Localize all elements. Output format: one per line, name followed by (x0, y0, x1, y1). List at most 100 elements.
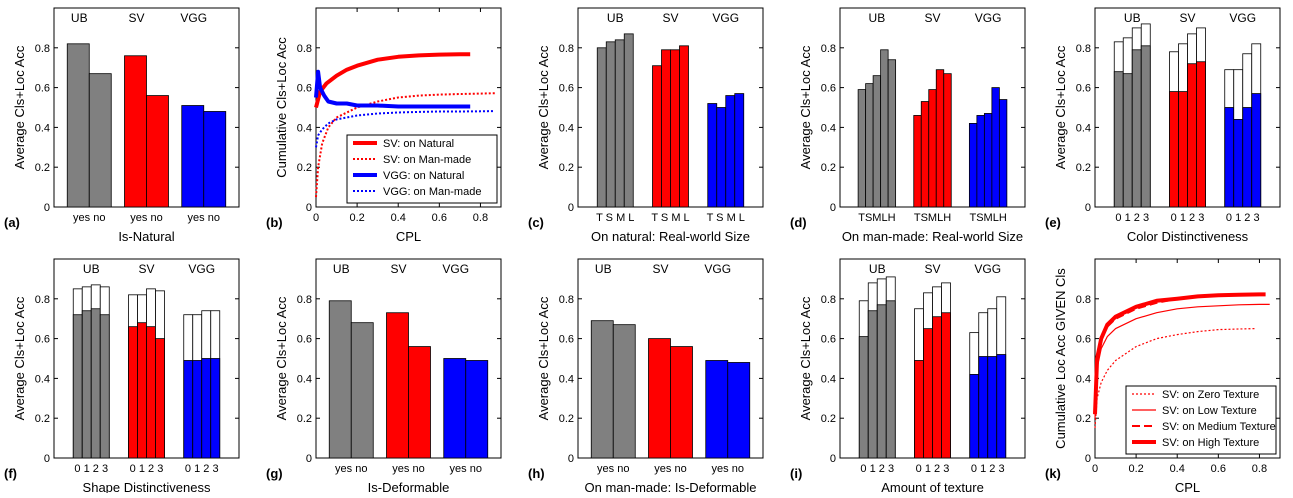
x-category-label: 0 1 2 3 (971, 463, 1005, 475)
bar (72, 314, 83, 459)
x-category-label: yes no (130, 212, 162, 224)
bar (932, 316, 942, 459)
y-tick-label: 0.2 (35, 162, 50, 174)
panel-label: (f) (4, 466, 17, 481)
y-tick-label: 0.4 (559, 373, 574, 385)
y-tick-label: 0 (830, 202, 836, 214)
y-tick-label: 0.2 (821, 162, 836, 174)
y-axis-label: Cumulative Cls+Loc Acc (274, 37, 289, 178)
bar (727, 362, 751, 459)
y-tick-label: 0.6 (297, 83, 312, 95)
x-tick-label: 0.6 (432, 212, 447, 224)
bar (969, 374, 980, 459)
group-name-label: VGG (712, 11, 739, 25)
bar (201, 358, 212, 459)
y-tick-label: 0.8 (297, 43, 312, 55)
bar (705, 360, 729, 459)
x-axis-label: Is-Deformable (368, 480, 450, 493)
bar (876, 304, 887, 459)
y-tick-label: 0 (568, 453, 574, 465)
x-axis-label: Color Distinctiveness (1127, 229, 1249, 244)
x-category-label: 0 1 2 3 (74, 463, 108, 475)
y-tick-label: 0.6 (1076, 83, 1091, 95)
x-tick-label: 0.4 (391, 212, 406, 224)
bar (928, 89, 937, 208)
x-category-label: TSMLH (969, 212, 1006, 224)
bar (865, 83, 874, 208)
bar (1140, 45, 1151, 208)
group-name-label: SV (924, 11, 940, 25)
bar (996, 354, 1007, 459)
bar (914, 360, 924, 459)
group-name-label: VGG (704, 262, 731, 276)
x-category-label: yes no (188, 212, 220, 224)
group-name-label: SV (924, 262, 940, 276)
y-tick-label: 0.6 (821, 334, 836, 346)
bar (858, 336, 869, 459)
panel-label: (c) (528, 215, 544, 230)
x-axis-label: Shape Distinctiveness (83, 480, 211, 493)
x-category-label: yes no (392, 463, 424, 475)
panel-label: (g) (266, 466, 283, 481)
y-tick-label: 0 (1085, 453, 1091, 465)
y-tick-label: 0.4 (297, 373, 312, 385)
legend-entry: SV: on Man-made (383, 154, 471, 166)
y-axis-label: Average Cls+Loc Acc (274, 296, 289, 420)
x-category-label: T S M L (651, 212, 689, 224)
y-tick-label: 0.4 (821, 122, 836, 134)
bar (66, 43, 90, 208)
x-category-label: 0 1 2 3 (185, 463, 219, 475)
legend-entry: VGG: on Natural (383, 170, 464, 182)
bar (386, 312, 409, 459)
y-tick-label: 0.4 (1076, 373, 1091, 385)
x-category-label: TSMLH (858, 212, 895, 224)
y-axis-label: Average Cls+Loc Acc (798, 45, 813, 169)
bar (443, 358, 467, 459)
bar (1233, 119, 1244, 208)
bar (124, 55, 147, 208)
legend-entry: SV: on Zero Texture (1162, 389, 1259, 401)
bar (155, 338, 165, 459)
y-axis-label: Average Cls+Loc Acc (536, 296, 551, 420)
y-tick-label: 0.4 (297, 122, 312, 134)
x-axis-label: On natural: Real-world Size (591, 229, 750, 244)
group-name-label: SV (390, 262, 406, 276)
x-axis-label: Is-Natural (118, 229, 174, 244)
x-category-label: 0 1 2 3 (860, 463, 894, 475)
x-axis-label: CPL (1175, 480, 1200, 493)
bar (146, 326, 156, 459)
y-tick-label: 0.2 (297, 413, 312, 425)
bar (885, 300, 896, 459)
bar (941, 312, 951, 459)
bar (652, 65, 662, 208)
x-tick-label: 0.6 (1211, 463, 1226, 475)
bar (1122, 73, 1133, 208)
bar (943, 73, 952, 208)
y-tick-label: 0.8 (559, 43, 574, 55)
bar (679, 45, 689, 208)
bar (923, 328, 933, 459)
y-tick-label: 0.2 (559, 162, 574, 174)
x-category-label: 0 1 2 3 (1115, 212, 1149, 224)
bar (614, 39, 625, 208)
series-line (315, 110, 495, 148)
bar (183, 360, 194, 459)
bar (90, 308, 101, 459)
y-tick-label: 0.4 (1076, 122, 1091, 134)
y-tick-label: 0.8 (1076, 294, 1091, 306)
bar (661, 49, 671, 208)
x-category-label: yes no (654, 463, 686, 475)
bar (987, 356, 998, 459)
bar (983, 113, 993, 208)
bar (716, 107, 727, 208)
y-tick-label: 0 (830, 453, 836, 465)
y-tick-label: 0 (44, 453, 50, 465)
y-axis-label: Average Cls+Loc Acc (12, 296, 27, 420)
bar (991, 87, 1000, 208)
bar (998, 99, 1008, 208)
bar (137, 322, 147, 459)
y-tick-label: 0.2 (35, 413, 50, 425)
panel-label: (i) (790, 466, 802, 481)
